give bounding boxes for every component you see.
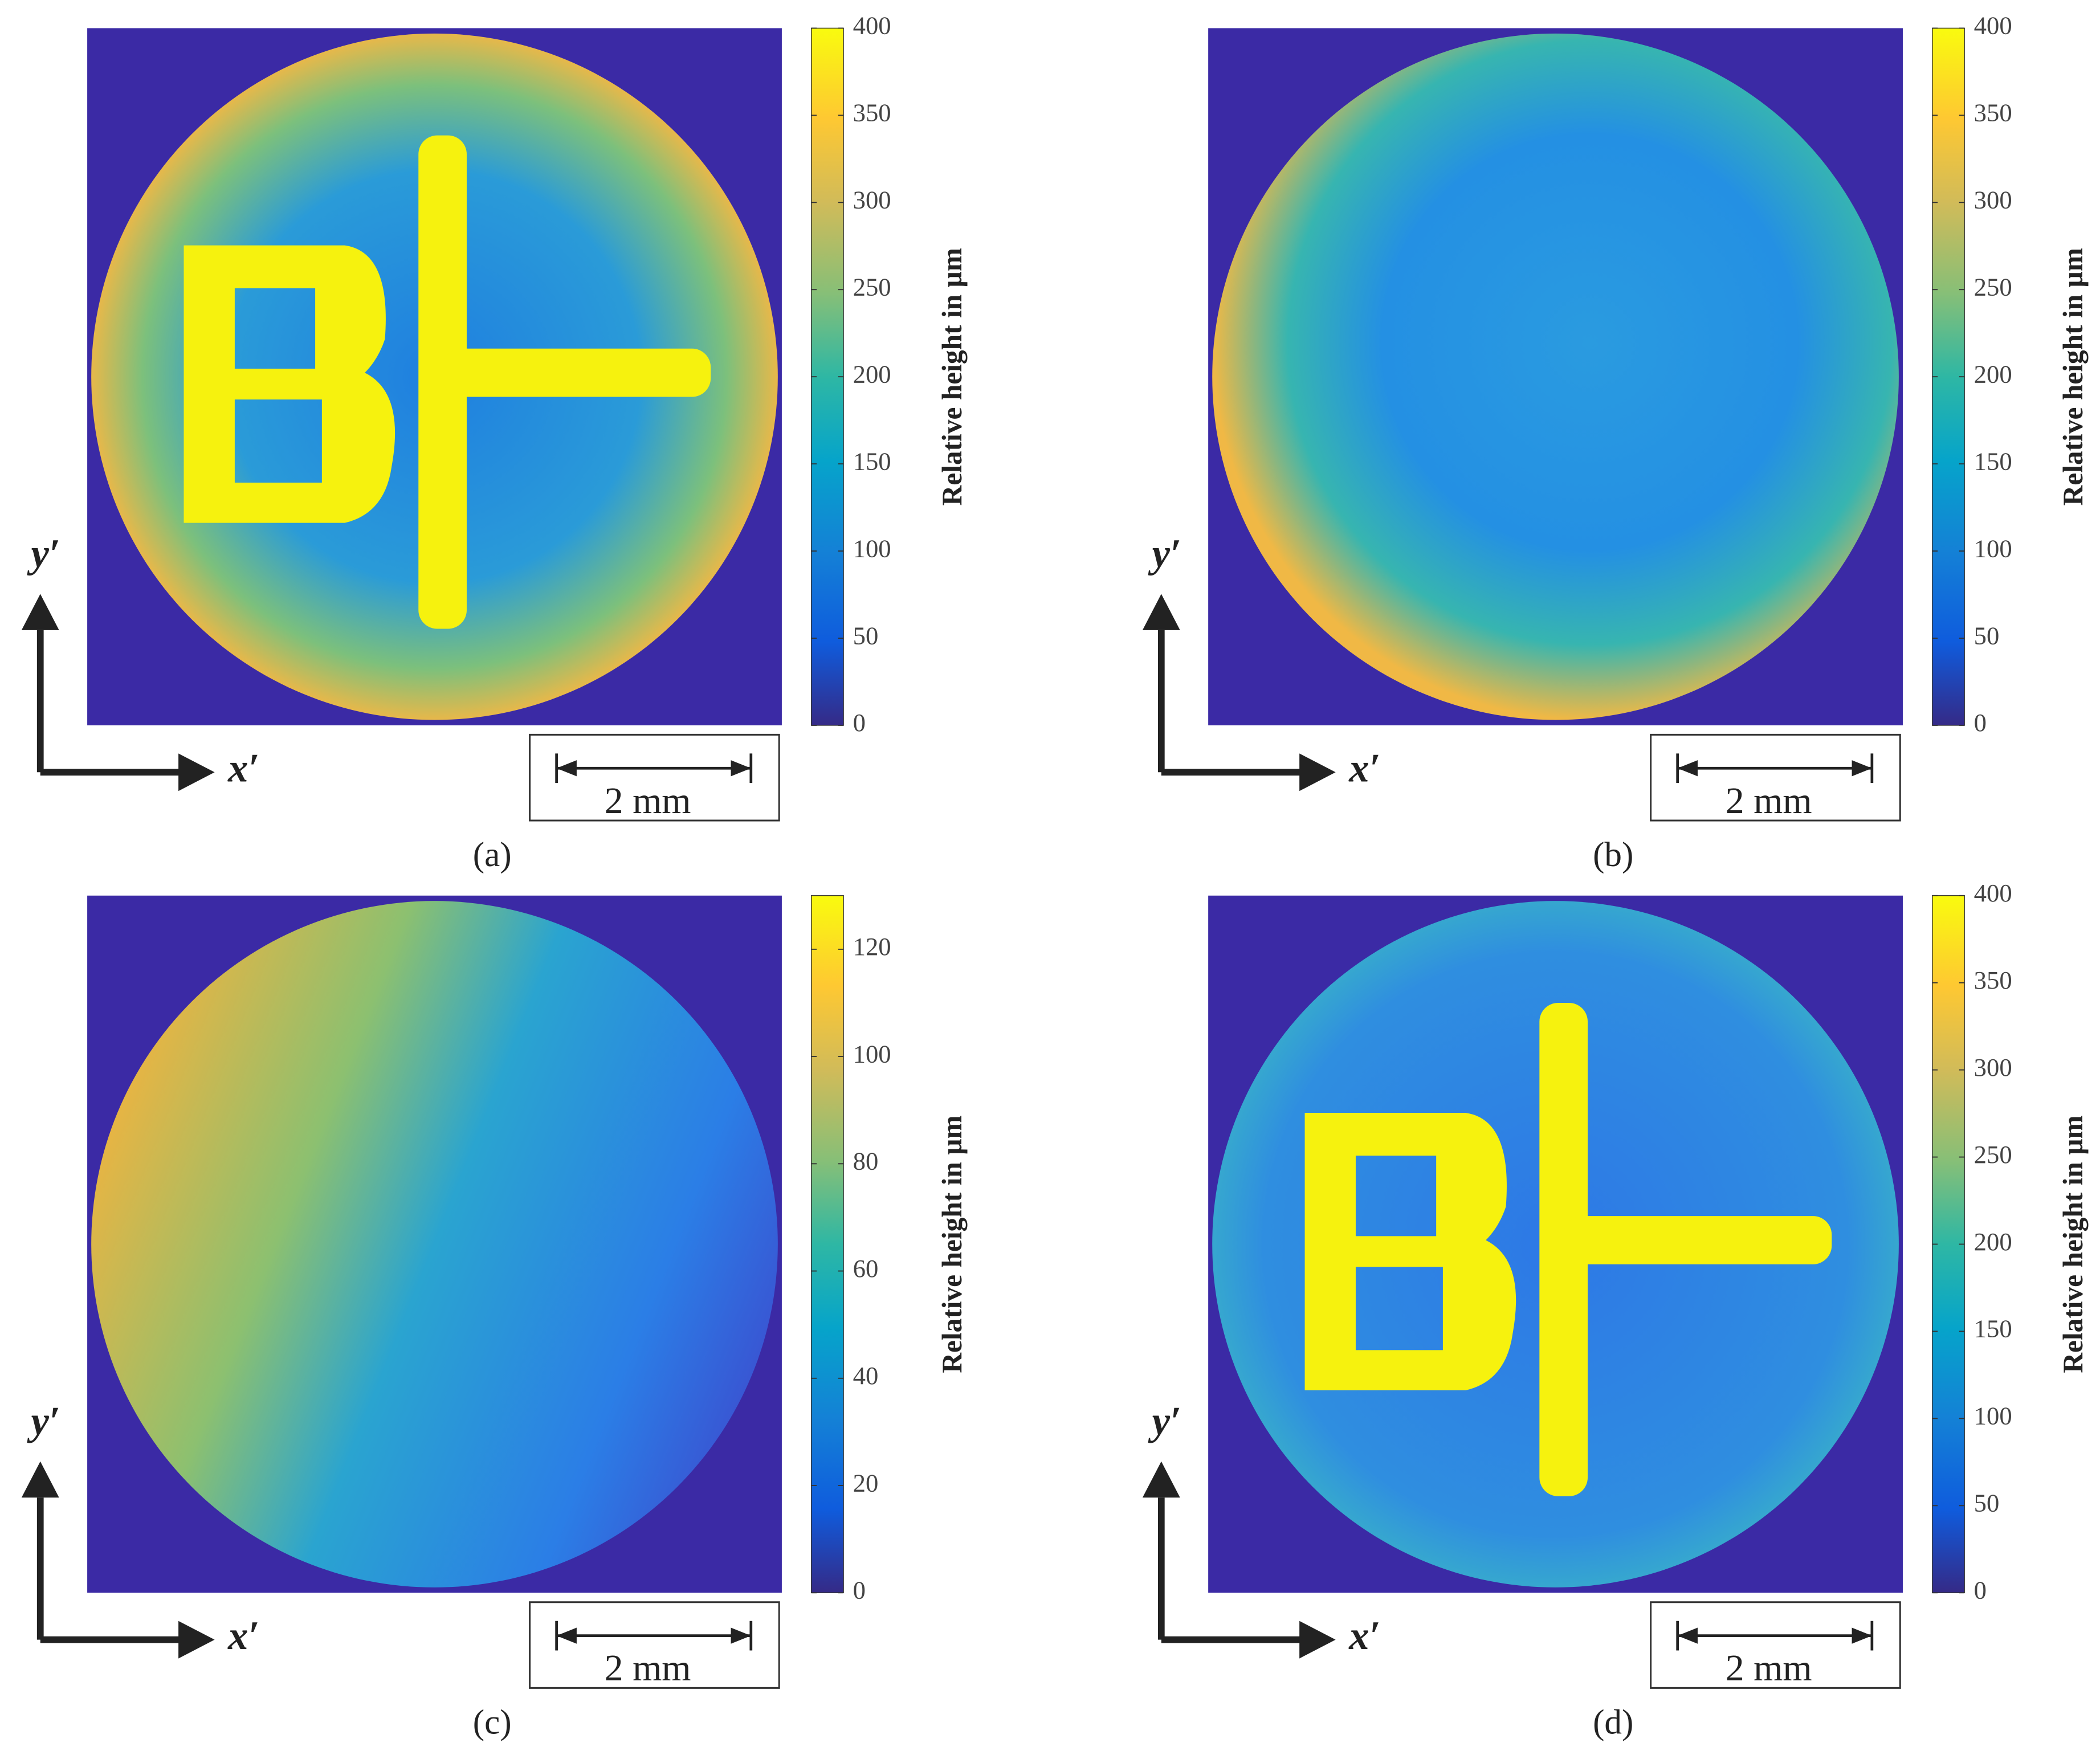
- letter-b: [1304, 1112, 1516, 1390]
- scale-bar-box: [1650, 733, 1901, 822]
- y-axis-label: y′: [1148, 1399, 1181, 1443]
- colorbar-tick-label: 400: [853, 11, 891, 40]
- panel: 0 50 100 150 200 250 300 350 400 Relative height …: [1142, 879, 2089, 1741]
- colorbar-tick-label: 50: [1974, 1489, 2000, 1517]
- scale-bar-label: 2 mm: [1726, 1647, 1812, 1689]
- y-axis-label: y′: [27, 1399, 60, 1443]
- colorbar-tick-label: 0: [1974, 708, 1987, 737]
- arrow-head: [1677, 760, 1872, 777]
- colorbar-tick-label: 80: [853, 1147, 879, 1176]
- colorbar-tick-label: 100: [1974, 1402, 2012, 1430]
- arrow-head: [178, 753, 215, 791]
- axis-arrows: [1157, 1497, 1302, 1643]
- arrow-head: [556, 1627, 751, 1644]
- panel: 0 50 100 150 200 250 300 350 400 Relative height …: [1142, 11, 2089, 874]
- colorbar-label: Relative height in µm: [2057, 248, 2089, 505]
- bar-horizontal: [442, 348, 711, 397]
- colorbar-tick-label: 250: [1974, 1140, 2012, 1169]
- panel: 0 20 40 60 80 100 120 Relative height in µm y′ x′…: [21, 895, 968, 1741]
- bar-horizontal: [1563, 1216, 1832, 1264]
- colorbar-tick-label: 350: [1974, 966, 2012, 994]
- colorbar-tick-label: 50: [853, 621, 879, 650]
- scale-bar-box: [529, 1601, 780, 1689]
- panel-caption: (d): [1593, 1703, 1633, 1741]
- arrow-head: [1299, 1621, 1336, 1659]
- colorbar-tick-label: 250: [1974, 273, 2012, 301]
- x-axis-label: x′: [1348, 1614, 1380, 1658]
- colorbar-tick-label: 120: [853, 932, 891, 961]
- y-axis-label: y′: [1148, 532, 1181, 576]
- x-axis-label: x′: [1348, 746, 1380, 790]
- colorbar-tick-label: 400: [1974, 879, 2012, 907]
- colorbar-tick-label: 50: [1974, 621, 2000, 650]
- x-axis-label: x′: [227, 1614, 259, 1658]
- colorbar-tick-label: 300: [1974, 186, 2012, 214]
- colorbar-tick-label: 300: [1974, 1053, 2012, 1081]
- axis-arrows: [1157, 630, 1302, 776]
- scale-bar: [1676, 753, 1874, 783]
- arrow-head: [556, 760, 751, 777]
- arrow-head: [178, 1621, 215, 1659]
- colorbar-label: Relative height in µm: [936, 248, 968, 505]
- scale-bar: [555, 1621, 753, 1651]
- colorbar-tick-label: 300: [853, 186, 891, 214]
- colorbar-tick-label: 0: [853, 708, 866, 737]
- colorbar-tick-label: 150: [853, 447, 891, 475]
- colorbar-tick-label: 200: [853, 360, 891, 388]
- colorbar-tick-label: 150: [1974, 447, 2012, 475]
- axis-arrows: [36, 630, 181, 776]
- axis-arrows: [36, 1497, 181, 1643]
- colorbar-tick-label: 150: [1974, 1315, 2012, 1343]
- colorbar-tick-label: 0: [853, 1576, 866, 1605]
- colorbar-tick-label: 350: [853, 99, 891, 127]
- colorbar-tick-label: 20: [853, 1468, 879, 1497]
- letter-b: [184, 245, 395, 523]
- arrow-head: [1677, 1627, 1872, 1644]
- arrow-head: [21, 594, 59, 630]
- arrow-head: [1142, 594, 1180, 630]
- arrow-head: [1142, 1461, 1180, 1498]
- colorbar-tick-label: 100: [1974, 534, 2012, 562]
- colorbar-tick-label: 250: [853, 273, 891, 301]
- colorbar-tick-label: 100: [853, 534, 891, 562]
- scale-bar-label: 2 mm: [605, 1647, 691, 1689]
- colorbar-label: Relative height in µm: [936, 1115, 968, 1373]
- specimen-surface: [91, 901, 778, 1587]
- arrow-head: [1299, 753, 1336, 791]
- y-axis-label: y′: [27, 532, 60, 576]
- bar-vertical: [418, 135, 467, 629]
- x-axis-label: x′: [227, 746, 259, 790]
- colorbar-tick-label: 0: [1974, 1576, 1987, 1605]
- scale-bar: [555, 753, 753, 783]
- colorbar: [810, 895, 844, 1594]
- panel-caption: (b): [1593, 835, 1633, 874]
- scale-bar: [1676, 1621, 1874, 1651]
- colorbar-tick-label: 350: [1974, 99, 2012, 127]
- scale-bar-label: 2 mm: [1726, 780, 1812, 822]
- panel: 0 50 100 150 200 250 300 350 400 Relative height …: [21, 11, 968, 874]
- panel-caption: (a): [473, 835, 512, 874]
- colorbar-tick-label: 400: [1974, 11, 2012, 40]
- colorbar-tick-label: 60: [853, 1254, 879, 1283]
- colorbar-tick-label: 200: [1974, 1227, 2012, 1256]
- colorbar-tick-label: 40: [853, 1361, 879, 1390]
- scale-bar-box: [529, 733, 780, 822]
- arrow-head: [21, 1461, 59, 1498]
- panel-caption: (c): [473, 1703, 512, 1741]
- colorbar-tick-label: 200: [1974, 360, 2012, 388]
- colorbar-tick-label: 100: [853, 1039, 891, 1068]
- scale-bar-box: [1650, 1601, 1901, 1689]
- colorbar-label: Relative height in µm: [2057, 1115, 2089, 1373]
- scale-bar-label: 2 mm: [605, 780, 691, 822]
- bar-vertical: [1539, 1003, 1588, 1496]
- specimen-surface: [1212, 33, 1899, 720]
